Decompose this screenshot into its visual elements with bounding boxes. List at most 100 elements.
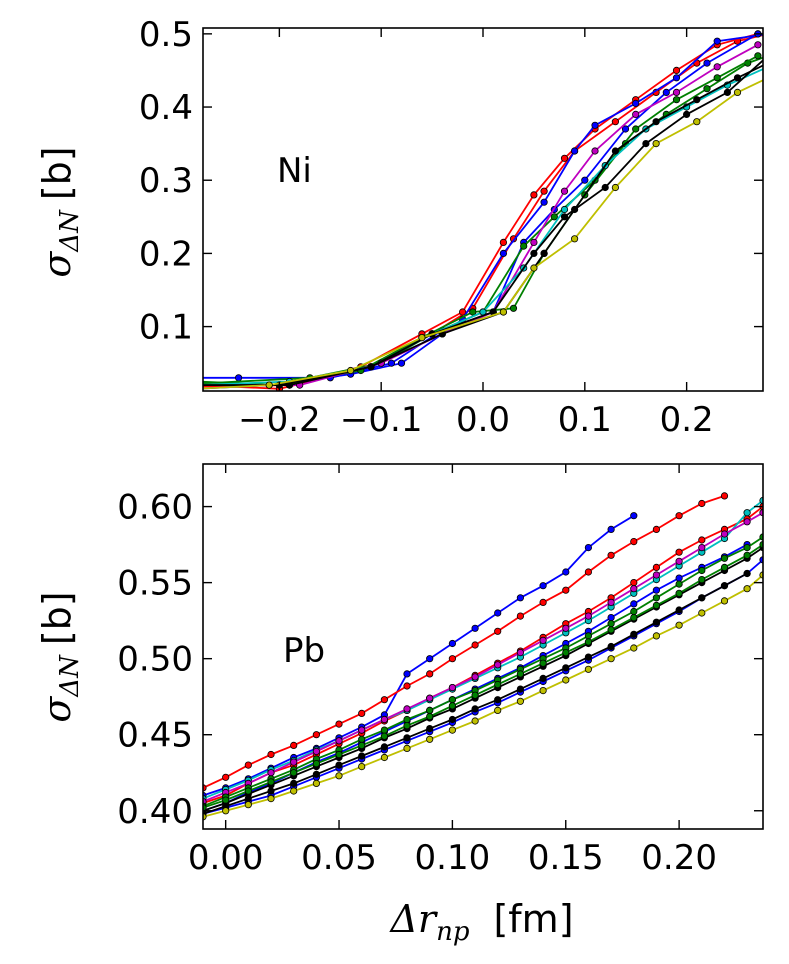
data-point bbox=[630, 512, 638, 520]
data-point bbox=[312, 770, 320, 778]
data-point bbox=[675, 557, 683, 565]
data-point bbox=[494, 609, 502, 617]
data-point bbox=[244, 801, 252, 809]
data-point bbox=[630, 613, 638, 622]
data-point bbox=[471, 717, 479, 725]
data-point bbox=[494, 680, 502, 689]
plot-area bbox=[203, 492, 763, 821]
data-point bbox=[426, 670, 434, 678]
data-point bbox=[358, 752, 366, 760]
data-point bbox=[584, 638, 593, 646]
series-line-red-1 bbox=[203, 495, 725, 789]
data-point bbox=[713, 63, 721, 71]
data-point bbox=[540, 187, 548, 195]
data-point bbox=[426, 655, 434, 663]
data-point bbox=[743, 543, 751, 552]
data-point bbox=[380, 726, 388, 734]
data-point bbox=[403, 734, 411, 742]
data-point bbox=[290, 787, 298, 795]
data-point bbox=[570, 205, 579, 214]
data-point bbox=[346, 366, 355, 375]
data-point bbox=[675, 548, 683, 556]
panel-label-ni: Ni bbox=[277, 151, 312, 191]
data-point bbox=[607, 655, 615, 663]
y-tick-label: 0.2 bbox=[139, 234, 193, 274]
data-point bbox=[698, 575, 706, 584]
x-tick-label: 0.15 bbox=[528, 838, 604, 878]
x-tick-label: −0.1 bbox=[340, 400, 423, 440]
data-point bbox=[723, 88, 732, 97]
data-point bbox=[397, 359, 406, 367]
xlabel-unit: [fm] bbox=[493, 897, 573, 941]
x-tick-label: 0.20 bbox=[641, 838, 717, 878]
data-point bbox=[516, 594, 525, 602]
data-point bbox=[403, 682, 411, 690]
y-tick-label: 0.55 bbox=[117, 564, 193, 604]
data-point bbox=[448, 696, 456, 704]
data-point bbox=[591, 147, 599, 155]
data-point bbox=[235, 374, 243, 382]
panel-label-pb: Pb bbox=[283, 631, 325, 671]
data-point bbox=[662, 88, 670, 97]
data-point bbox=[652, 525, 661, 534]
data-point bbox=[403, 721, 411, 730]
data-point bbox=[652, 563, 661, 572]
data-point bbox=[195, 381, 201, 387]
series-line-olive bbox=[203, 79, 763, 390]
y-tick-label: 0.60 bbox=[117, 488, 193, 528]
data-point bbox=[285, 381, 294, 389]
data-point bbox=[358, 735, 366, 743]
data-point bbox=[540, 198, 548, 206]
data-point bbox=[720, 582, 729, 590]
data-point bbox=[267, 750, 275, 759]
data-point bbox=[607, 613, 615, 622]
data-point bbox=[195, 386, 201, 392]
series-line-blue-top bbox=[203, 514, 635, 797]
y-tick-label: 0.50 bbox=[117, 640, 193, 680]
data-point bbox=[630, 607, 638, 616]
data-point bbox=[380, 696, 388, 704]
data-point bbox=[267, 787, 275, 795]
data-point bbox=[562, 648, 570, 657]
y-tick-label: 0.40 bbox=[117, 792, 193, 832]
data-point bbox=[516, 612, 525, 620]
series-line-black-2 bbox=[203, 64, 763, 387]
data-point bbox=[570, 235, 579, 243]
data-point bbox=[312, 747, 320, 756]
data-point bbox=[713, 37, 721, 45]
data-point bbox=[516, 697, 525, 705]
data-point bbox=[765, 75, 771, 81]
y-tick-label: 0.5 bbox=[139, 15, 193, 55]
series-line-blue-2 bbox=[203, 33, 759, 379]
data-point bbox=[693, 118, 701, 126]
xlabel-sub: np bbox=[436, 917, 470, 947]
data-point bbox=[380, 743, 388, 751]
xlabel-bottom: Δrnp [fm] bbox=[388, 897, 573, 947]
data-point bbox=[244, 761, 252, 769]
data-point bbox=[530, 238, 538, 246]
axes-frame bbox=[202, 463, 764, 830]
data-point bbox=[265, 381, 273, 389]
data-point bbox=[560, 187, 569, 195]
data-point bbox=[562, 664, 570, 672]
data-point bbox=[403, 715, 411, 724]
data-point bbox=[591, 121, 599, 129]
data-point bbox=[720, 597, 729, 605]
data-point bbox=[222, 807, 230, 815]
data-point bbox=[584, 665, 593, 673]
y-tick-label: 0.4 bbox=[139, 88, 193, 128]
data-point bbox=[607, 598, 615, 607]
data-point bbox=[469, 308, 477, 316]
data-point bbox=[754, 41, 762, 49]
data-point bbox=[312, 759, 320, 768]
data-point bbox=[652, 571, 661, 579]
data-point bbox=[630, 600, 638, 608]
data-point bbox=[448, 726, 456, 734]
data-point bbox=[471, 705, 479, 713]
data-point bbox=[380, 715, 388, 724]
data-point bbox=[516, 648, 525, 657]
series-line-black-1 bbox=[203, 59, 763, 387]
data-point bbox=[672, 88, 681, 97]
ylabel-top: σΔN [b] bbox=[35, 146, 85, 277]
ylabel-bottom-sub: ΔN bbox=[55, 654, 85, 698]
